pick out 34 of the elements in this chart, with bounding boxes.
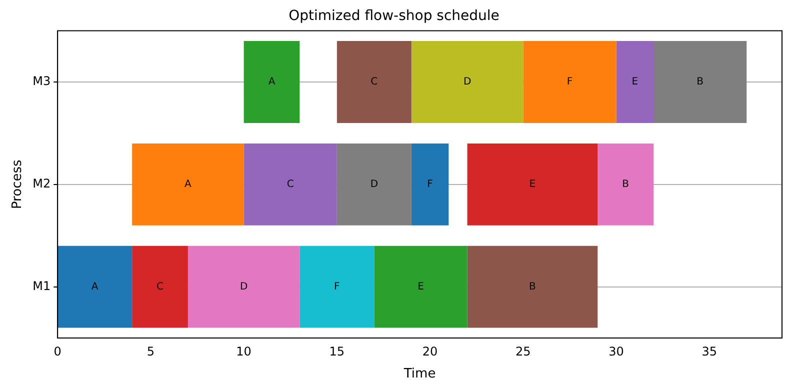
- data-label: E: [632, 76, 638, 88]
- data-label: F: [566, 76, 573, 88]
- x-tick-label: 35: [702, 344, 718, 358]
- data-label: E: [529, 178, 536, 190]
- x-tick-label: 10: [236, 344, 252, 358]
- data-label: F: [427, 178, 434, 190]
- data-label: F: [334, 281, 340, 292]
- data-label: D: [463, 76, 472, 88]
- data-label: C: [370, 76, 378, 88]
- data-label: A: [268, 76, 276, 88]
- data-label: D: [240, 281, 248, 292]
- data-label: A: [91, 281, 98, 292]
- y-axis-title: Process: [10, 160, 26, 210]
- x-tick-label: 25: [516, 344, 531, 358]
- x-tick-label: 5: [146, 344, 155, 358]
- chart-title: Optimized flow-shop schedule: [288, 8, 500, 24]
- data-label: E: [418, 281, 424, 292]
- y-tick-label: M3: [32, 74, 51, 88]
- y-tick-label: M1: [32, 278, 51, 293]
- data-label: B: [529, 281, 536, 292]
- bar: [300, 246, 374, 328]
- data-label: D: [370, 178, 378, 190]
- bar: [411, 41, 524, 123]
- x-tick-label: 30: [608, 344, 624, 358]
- data-label: C: [286, 178, 294, 190]
- data-label: B: [622, 178, 630, 190]
- data-label: C: [156, 281, 164, 292]
- data-label: B: [696, 76, 704, 88]
- y-tick-label: M2: [32, 176, 51, 191]
- x-tick-label: 20: [422, 344, 438, 358]
- x-tick-label: 0: [54, 344, 62, 358]
- x-tick-label: 15: [329, 344, 345, 358]
- x-axis-title: Time: [402, 366, 436, 382]
- data-label: A: [184, 178, 192, 190]
